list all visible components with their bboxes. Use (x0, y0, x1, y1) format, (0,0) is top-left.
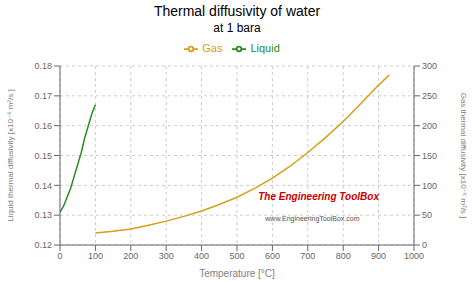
html-text:Liquid: Liquid (250, 42, 280, 54)
svg-text:0.13: 0.13 (34, 210, 52, 220)
svg-text:0.12: 0.12 (34, 240, 52, 250)
svg-text:250: 250 (422, 91, 437, 101)
svg-text:200: 200 (422, 121, 437, 131)
html-text:www.EngineeringToolBox.com: www.EngineeringToolBox.com (265, 214, 360, 222)
svg-text:0.16: 0.16 (34, 121, 52, 131)
svg-text:200: 200 (123, 251, 138, 261)
svg-text:900: 900 (371, 251, 386, 261)
svg-text:300: 300 (159, 251, 174, 261)
svg-text:0: 0 (57, 251, 62, 261)
svg-text:100: 100 (422, 181, 437, 191)
svg-text:Gas thermal diffusivity [x10⁻⁶: Gas thermal diffusivity [x10⁻⁶ m²/s ] (459, 93, 466, 219)
svg-text:300: 300 (422, 61, 437, 71)
svg-text:100: 100 (88, 251, 103, 261)
svg-text:0.18: 0.18 (34, 61, 52, 71)
html-text:Thermal diffusivity of water: Thermal diffusivity of water (153, 3, 321, 19)
svg-text:0.17: 0.17 (34, 91, 52, 101)
svg-text:0.15: 0.15 (34, 151, 52, 161)
svg-text:800: 800 (336, 251, 351, 261)
svg-text:700: 700 (300, 251, 315, 261)
html-text:at 1 bara: at 1 bara (213, 21, 261, 35)
svg-text:1000: 1000 (404, 251, 424, 261)
svg-text:50: 50 (422, 210, 432, 220)
svg-text:Liquid thermal diffusivity [x1: Liquid thermal diffusivity [x10⁻⁶ m²/s ] (8, 89, 15, 221)
html-text:The Engineering ToolBox: The Engineering ToolBox (258, 191, 379, 202)
svg-text:500: 500 (229, 251, 244, 261)
svg-text:600: 600 (265, 251, 280, 261)
svg-text:0: 0 (422, 240, 427, 250)
svg-text:150: 150 (422, 151, 437, 161)
svg-text:0.14: 0.14 (34, 181, 52, 191)
svg-text:400: 400 (194, 251, 209, 261)
svg-text:Temperature [°C]: Temperature [°C] (199, 268, 275, 279)
html-text:Gas: Gas (202, 42, 223, 54)
